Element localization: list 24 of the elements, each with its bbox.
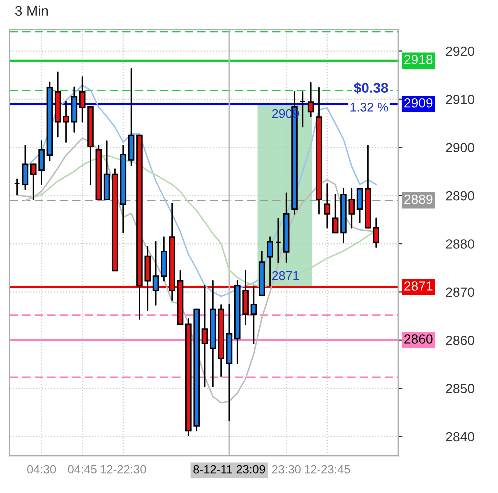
annotation: 1.32 %: [350, 102, 388, 112]
x-tick-label: 23:30: [272, 465, 301, 474]
ref-line-label: 2889: [404, 194, 433, 204]
y-tick-label: 2850: [446, 384, 474, 394]
y-tick-label: 2860: [446, 336, 474, 346]
y-tick-label: 2880: [446, 240, 474, 249]
annotation: 2871: [272, 271, 300, 280]
y-tick-label: 2900: [446, 143, 474, 153]
y-tick-label: 2840: [446, 432, 474, 442]
x-tick-label: 04:30: [27, 465, 56, 474]
chart-title: 3 Min: [15, 6, 48, 16]
ref-line-label: 2918: [404, 55, 433, 64]
y-tick-label: 2890: [446, 191, 474, 201]
x-tick-label: 04:45: [68, 465, 97, 474]
x-tick-label: 12-23:45: [305, 465, 350, 474]
ref-line-label: 2860: [404, 334, 433, 344]
x-tick-label: 8-12-11 23:09: [194, 465, 266, 474]
y-tick-label: 2870: [446, 288, 474, 298]
y-tick-label: 2920: [446, 46, 474, 56]
x-tick-label: 12-22:30: [100, 465, 146, 474]
ref-line-label: 2871: [404, 282, 433, 291]
annotation: $0.38: [354, 82, 388, 94]
text: 2909: [404, 98, 433, 108]
y-tick-label: 2910: [446, 95, 474, 104]
